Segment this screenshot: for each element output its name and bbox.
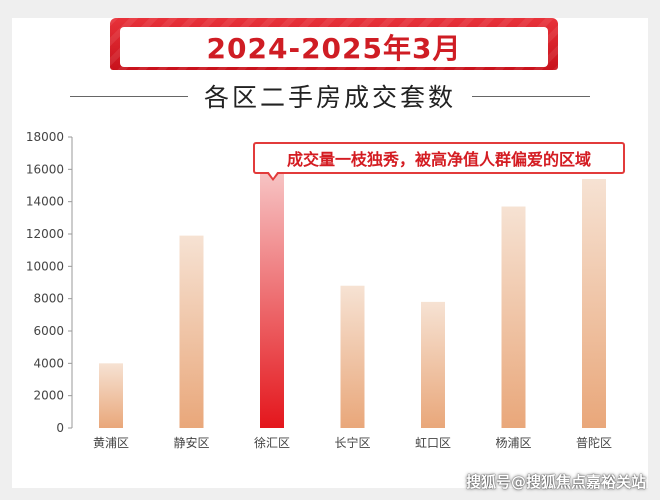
x-axis: 黄浦区 静安区 徐汇区 长宁区 虹口区 杨浦区 普陀区 bbox=[93, 435, 612, 450]
x-tick-label: 徐汇区 bbox=[254, 435, 290, 450]
x-tick-label: 静安区 bbox=[173, 435, 209, 450]
x-tick-label: 长宁区 bbox=[334, 435, 370, 450]
chart-title: 各区二手房成交套数 bbox=[204, 83, 457, 112]
y-tick-label: 14000 bbox=[26, 195, 64, 209]
annotation-text: 成交量一枝独秀，被高净值人群偏爱的区域 bbox=[286, 150, 591, 169]
y-tick-label: 12000 bbox=[26, 227, 64, 241]
bar-7 bbox=[582, 179, 606, 428]
y-tick-label: 6000 bbox=[33, 324, 64, 338]
x-tick-label: 黄浦区 bbox=[93, 436, 129, 450]
annotation-pointer-inner bbox=[268, 171, 278, 178]
y-tick-label: 8000 bbox=[33, 292, 64, 306]
annotation-callout: 成交量一枝独秀，被高净值人群偏爱的区域 bbox=[253, 142, 625, 174]
y-tick-label: 10000 bbox=[26, 259, 64, 273]
bars-group bbox=[99, 169, 606, 429]
bar-5 bbox=[421, 301, 445, 428]
y-axis: 0 2000 4000 6000 8000 10000 12000 14000 16000 180… bbox=[26, 130, 73, 435]
bar-1 bbox=[99, 363, 123, 428]
title-rule-left bbox=[70, 95, 188, 97]
bar-3 bbox=[260, 169, 284, 429]
chart-title-row: 各区二手房成交套数 bbox=[70, 78, 591, 114]
title-rule-right bbox=[472, 95, 591, 97]
banner-title: 2024-2025年3月 bbox=[206, 32, 462, 65]
x-tick-label: 虹口区 bbox=[415, 436, 451, 450]
y-tick-label: 0 bbox=[56, 421, 64, 435]
watermark-text: 搜狐号@搜狐焦点嘉裕关站 bbox=[465, 473, 646, 491]
y-tick-label: 16000 bbox=[26, 162, 64, 176]
bar-4 bbox=[340, 285, 365, 428]
bar-2 bbox=[179, 235, 204, 428]
bar-6 bbox=[501, 206, 526, 428]
y-tick-label: 4000 bbox=[33, 356, 64, 370]
x-tick-label: 普陀区 bbox=[576, 435, 612, 450]
y-tick-label: 18000 bbox=[26, 130, 64, 144]
y-tick-label: 2000 bbox=[33, 389, 64, 403]
title-banner: 2024-2025年3月 bbox=[110, 18, 558, 70]
x-tick-label: 杨浦区 bbox=[495, 435, 531, 450]
banner-inner-panel: 2024-2025年3月 bbox=[120, 27, 548, 67]
